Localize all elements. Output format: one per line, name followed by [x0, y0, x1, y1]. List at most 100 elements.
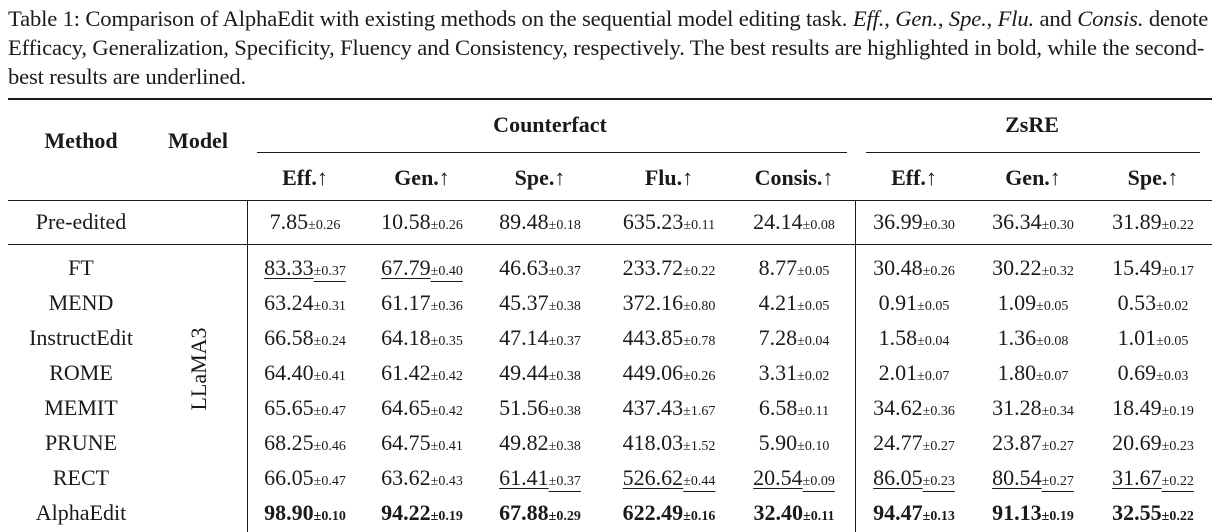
- cell-std: ±0.23: [1161, 439, 1194, 454]
- table-cell: 47.14±0.37: [499, 325, 581, 355]
- table-cell: 15.49±0.17: [1112, 255, 1194, 285]
- cell-value: 34.62: [873, 395, 923, 420]
- table-cell: 30.22±0.32: [992, 255, 1074, 285]
- cell-std: ±0.02: [797, 369, 830, 384]
- header-col: Spe.↑: [514, 165, 566, 190]
- table-cell: 68.25±0.46: [264, 430, 346, 460]
- cell-std: ±0.10: [797, 439, 830, 454]
- cell-value: 1.36: [997, 325, 1037, 350]
- cell-value: 51.56: [499, 395, 549, 420]
- table-cell: 67.79±0.40: [381, 255, 463, 285]
- cell-value: 94.47: [873, 500, 923, 525]
- cell-value: 443.85: [622, 325, 684, 350]
- table-cell: 64.18±0.35: [381, 325, 463, 355]
- cell-value: 66.05: [264, 465, 314, 490]
- cell-value: 30.22: [992, 255, 1042, 280]
- zsre-group-rule: [866, 152, 1200, 153]
- cell-value: 31.67: [1112, 465, 1162, 490]
- method-name: RECT: [52, 465, 110, 490]
- table-cell: 64.75±0.41: [381, 430, 463, 460]
- model-divider-line: [247, 201, 248, 532]
- table-cell: 94.47±0.13: [873, 500, 955, 530]
- cell-value: 66.58: [264, 325, 314, 350]
- table-cell: 31.67±0.22: [1112, 465, 1194, 495]
- table-cell: 1.80±0.07: [998, 360, 1069, 390]
- cell-value: 36.34: [992, 209, 1042, 234]
- cell-std: ±0.38: [548, 404, 581, 419]
- method-name: ROME: [49, 360, 113, 385]
- cell-value: 4.21: [758, 290, 798, 315]
- cell-std: ±0.26: [922, 264, 955, 279]
- cell-value: 61.17: [381, 290, 431, 315]
- cell-value: 449.06: [622, 360, 684, 385]
- table-cell: 63.62±0.43: [381, 465, 463, 495]
- cell-value: 15.49: [1112, 255, 1162, 280]
- cell-std: ±0.19: [430, 509, 463, 524]
- cell-value: 65.65: [264, 395, 314, 420]
- table-cell: 7.85±0.26: [270, 209, 341, 239]
- table-caption: Table 1: Comparison of AlphaEdit with ex…: [8, 6, 1209, 89]
- cell-value: 89.48: [499, 209, 549, 234]
- cell-std: ±0.23: [922, 474, 955, 489]
- table-cell: 233.72±0.22: [623, 255, 716, 285]
- method-name: InstructEdit: [29, 325, 133, 350]
- header-col: Flu.↑: [644, 165, 694, 190]
- table-cell: 34.62±0.36: [873, 395, 955, 425]
- cell-value: 526.62: [622, 465, 684, 490]
- cell-value: 1.09: [997, 290, 1037, 315]
- cell-std: ±0.05: [797, 264, 830, 279]
- table-cell: 18.49±0.19: [1112, 395, 1194, 425]
- cell-std: ±0.36: [922, 404, 955, 419]
- table-cell: 32.55±0.22: [1112, 500, 1194, 530]
- cell-std: ±0.07: [917, 369, 950, 384]
- cell-value: 64.18: [381, 325, 431, 350]
- table-cell: 32.40±0.11: [754, 500, 835, 530]
- cell-std: ±0.11: [797, 404, 830, 419]
- model-label: LLaMA3: [186, 327, 211, 411]
- cell-std: ±0.37: [548, 334, 581, 349]
- cell-value: 63.24: [264, 290, 314, 315]
- cell-value: 3.31: [758, 360, 798, 385]
- cell-std: ±0.78: [683, 334, 716, 349]
- counterfact-group-rule: [257, 152, 847, 153]
- cell-value: 46.63: [499, 255, 549, 280]
- table-cell: 31.89±0.22: [1112, 209, 1194, 239]
- cell-value: 98.90: [264, 500, 314, 525]
- cell-value: 94.22: [381, 500, 431, 525]
- table-cell: 1.09±0.05: [998, 290, 1069, 320]
- cell-std: ±0.19: [1161, 404, 1194, 419]
- table-cell: 449.06±0.26: [623, 360, 716, 390]
- table-cell: 36.99±0.30: [873, 209, 955, 239]
- cell-value: 7.85: [269, 209, 309, 234]
- cell-value: 23.87: [992, 430, 1042, 455]
- table-cell: 443.85±0.78: [623, 325, 716, 355]
- cell-std: ±0.38: [548, 369, 581, 384]
- cell-std: ±0.27: [1041, 439, 1074, 454]
- cell-std: ±0.13: [922, 509, 955, 524]
- method-name: MEND: [48, 290, 114, 315]
- table-cell: 51.56±0.38: [499, 395, 581, 425]
- cell-value: 31.28: [992, 395, 1042, 420]
- cell-std: ±0.31: [313, 299, 346, 314]
- cell-value: 68.25: [264, 430, 314, 455]
- table-cell: 20.69±0.23: [1112, 430, 1194, 460]
- cell-value: 67.79: [381, 255, 431, 280]
- table-cell: 526.62±0.44: [623, 465, 716, 495]
- cell-value: 64.75: [381, 430, 431, 455]
- cell-std: ±0.24: [313, 334, 346, 349]
- table-cell: 30.48±0.26: [873, 255, 955, 285]
- cell-value: 61.42: [381, 360, 431, 385]
- header-method: Method: [44, 128, 118, 153]
- header-col: Eff.↑: [891, 165, 937, 190]
- cell-value: 0.91: [878, 290, 918, 315]
- cell-value: 10.58: [381, 209, 431, 234]
- table-cell: 89.48±0.18: [499, 209, 581, 239]
- cell-value: 5.90: [758, 430, 798, 455]
- cell-value: 6.58: [758, 395, 798, 420]
- cell-value: 1.58: [878, 325, 918, 350]
- table-cell: 2.01±0.07: [879, 360, 950, 390]
- header-col: Gen.↑: [1005, 165, 1061, 190]
- cell-std: ±0.19: [1041, 509, 1074, 524]
- header-col: Spe.↑: [1127, 165, 1179, 190]
- cell-value: 0.69: [1117, 360, 1157, 385]
